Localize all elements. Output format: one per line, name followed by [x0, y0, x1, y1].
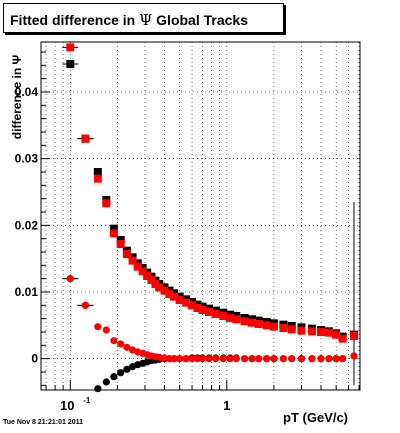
data-point-black-circle: [117, 369, 125, 377]
data-point-red-circle: [205, 355, 213, 363]
data-point-red-circle: [117, 340, 125, 348]
data-point-red-square: [170, 292, 179, 301]
data-point-red-square: [317, 328, 326, 336]
data-point-red-circle: [212, 355, 220, 363]
data-point-red-circle: [317, 355, 325, 363]
data-point-red-circle: [219, 355, 227, 363]
data-point-red-circle: [94, 323, 102, 331]
data-point-black-circle: [102, 378, 110, 386]
y-tick-label: 0.04: [15, 85, 39, 99]
data-point-red-square: [175, 296, 184, 304]
data-point-red-square: [332, 330, 341, 339]
data-point-red-square: [165, 290, 174, 298]
data-point-red-square: [219, 312, 228, 320]
x-tick-label: 10: [60, 398, 74, 413]
data-point-red-square: [307, 327, 316, 336]
data-point-red-circle: [66, 275, 74, 283]
data-point-red-square: [262, 321, 271, 330]
data-point-red-square: [193, 304, 202, 312]
data-point-red-circle: [123, 343, 131, 351]
data-point-red-square: [81, 134, 90, 143]
data-point-red-square: [325, 328, 334, 337]
data-point-red-square: [155, 283, 164, 292]
title-suffix: Global Tracks: [156, 12, 248, 28]
data-point-red-square: [338, 334, 347, 343]
data-point-red-circle: [332, 355, 340, 363]
data-point-red-square: [279, 324, 288, 332]
title-prefix: Fitted difference in: [10, 12, 136, 28]
data-point-red-circle: [170, 355, 178, 363]
x-tick-label: 1: [223, 398, 230, 413]
data-point-red-square: [122, 250, 131, 258]
data-point-red-square: [133, 262, 142, 271]
chart-title: Fitted difference in Ψ Global Tracks: [10, 11, 248, 29]
data-point-red-circle: [188, 355, 196, 363]
data-point-red-circle: [176, 355, 184, 363]
data-point-red-square: [205, 308, 214, 316]
y-axis-title-wrap: difference in Ψ: [2, 42, 24, 152]
data-point-red-circle: [248, 355, 256, 363]
data-point-red-square: [232, 315, 241, 324]
data-point-red-circle: [350, 352, 358, 360]
data-point-red-circle: [241, 355, 249, 363]
data-point-red-square: [287, 325, 296, 334]
data-point-red-circle: [263, 355, 271, 363]
data-point-red-circle: [288, 355, 296, 363]
title-box: Fitted difference in Ψ Global Tracks: [3, 3, 284, 33]
data-point-red-square: [188, 301, 197, 310]
data-point-red-square: [182, 298, 191, 307]
data-point-red-circle: [226, 355, 234, 363]
y-tick-label: 0.02: [15, 218, 39, 232]
data-point-red-circle: [198, 355, 207, 363]
data-point-black-circle: [94, 385, 102, 393]
data-point-red-square: [102, 199, 111, 208]
y-tick-label: 0.01: [15, 285, 39, 299]
title-symbol: Ψ: [139, 11, 153, 29]
timestamp: Tue Nov 8 21:21:01 2011: [3, 419, 84, 426]
y-tick-label: 0.03: [15, 152, 39, 166]
data-point-red-circle: [232, 355, 240, 363]
data-point-red-square: [93, 174, 102, 183]
data-point-red-square: [240, 317, 249, 326]
data-point-red-circle: [279, 355, 287, 363]
data-point-red-circle: [297, 355, 306, 363]
data-point-red-square: [198, 306, 207, 314]
data-point-red-circle: [81, 301, 90, 309]
y-tick-label: 0: [31, 352, 38, 366]
data-point-red-circle: [193, 355, 202, 363]
data-point-red-square: [143, 272, 152, 280]
y-axis-title: difference in Ψ: [10, 54, 24, 140]
x-tick-label-exponent: -1: [83, 396, 91, 405]
data-point-red-square: [226, 314, 235, 322]
data-point-black-square: [93, 168, 102, 176]
data-point-red-square: [128, 256, 137, 265]
data-point-black-square: [109, 224, 118, 233]
data-point-red-circle: [308, 355, 316, 363]
data-point-black-square: [66, 60, 75, 68]
data-point-red-circle: [182, 355, 190, 363]
x-axis-title: pT (GeV/c): [283, 410, 349, 425]
data-point-red-square: [66, 43, 75, 52]
data-point-red-circle: [155, 353, 163, 361]
data-point-red-circle: [255, 355, 263, 363]
data-point-red-square: [138, 267, 147, 276]
data-point-red-circle: [102, 326, 110, 334]
data-point-black-circle: [123, 365, 131, 373]
plot-frame: [40, 41, 361, 391]
data-point-red-square: [211, 310, 220, 318]
data-point-red-square: [109, 229, 118, 238]
data-point-red-circle: [270, 355, 278, 363]
data-point-red-circle: [110, 337, 118, 345]
data-point-red-square: [269, 322, 278, 331]
data-point-red-square: [297, 326, 306, 335]
data-point-red-square: [160, 286, 169, 295]
data-point-red-square: [248, 318, 257, 327]
data-point-red-square: [349, 332, 358, 340]
data-point-red-square: [254, 320, 263, 328]
data-point-black-circle: [110, 373, 118, 381]
data-point-red-circle: [339, 355, 347, 363]
data-point-red-square: [116, 240, 125, 248]
data-point-red-circle: [325, 355, 333, 363]
